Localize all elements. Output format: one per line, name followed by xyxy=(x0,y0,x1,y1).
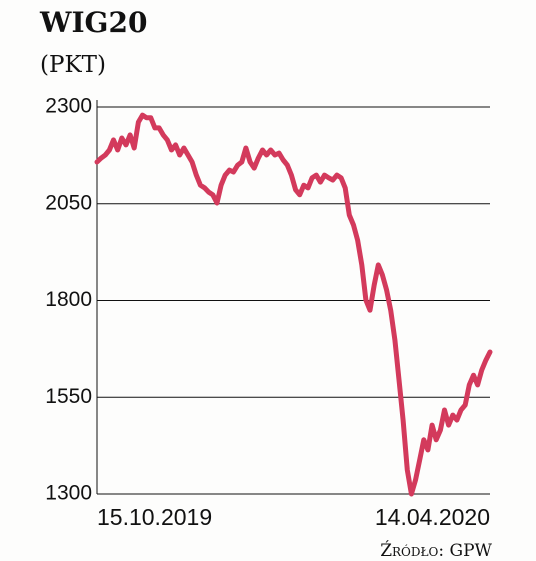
x-tick-label: 15.10.2019 xyxy=(97,504,212,530)
y-tick-label: 2050 xyxy=(45,191,92,214)
source: Źródło: GPW xyxy=(380,540,492,561)
line xyxy=(94,112,493,497)
y-tick-label: 2300 xyxy=(45,95,92,118)
y-tick-label: 1550 xyxy=(45,385,92,408)
y-tick-label: 1300 xyxy=(45,482,92,505)
chart-title: WIG20 xyxy=(39,6,147,39)
x-tick-label: 14.04.2020 xyxy=(375,504,490,530)
chart-subtitle: (PKT) xyxy=(40,52,106,78)
y-tick-label: 1800 xyxy=(45,288,92,311)
